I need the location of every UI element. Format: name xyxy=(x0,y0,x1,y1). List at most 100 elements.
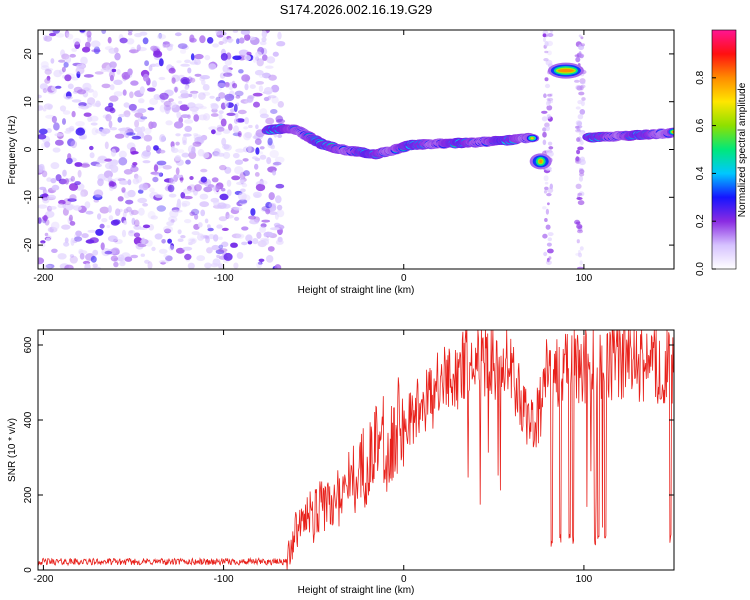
noise-speckle xyxy=(232,30,239,33)
snr-y-label: SNR (10 * v/v) xyxy=(7,418,18,482)
gap-speckle xyxy=(580,100,585,107)
noise-speckle xyxy=(256,58,264,67)
gap-speckle xyxy=(546,193,552,197)
noise-speckle xyxy=(127,30,133,34)
noise-speckle xyxy=(189,34,195,43)
noise-speckle xyxy=(64,130,72,134)
noise-speckle xyxy=(208,126,218,131)
noise-speckle-layer xyxy=(38,30,587,269)
noise-speckle xyxy=(150,171,160,175)
noise-speckle xyxy=(167,184,175,193)
gap-speckle xyxy=(578,34,582,38)
noise-speckle xyxy=(166,221,174,227)
noise-speckle xyxy=(179,104,190,111)
noise-speckle xyxy=(42,88,48,94)
noise-speckle xyxy=(168,98,174,102)
noise-speckle xyxy=(175,247,185,254)
noise-speckle xyxy=(103,170,113,179)
noise-speckle xyxy=(108,120,113,128)
noise-speckle xyxy=(226,189,232,197)
noise-speckle xyxy=(238,192,247,201)
noise-speckle xyxy=(53,122,60,131)
ridge-blob xyxy=(539,159,543,163)
noise-speckle xyxy=(126,38,135,45)
noise-speckle xyxy=(61,66,66,73)
snr-x-tick-label: 0 xyxy=(401,574,407,585)
noise-speckle xyxy=(261,238,270,246)
noise-speckle xyxy=(105,114,112,122)
noise-speckle xyxy=(224,166,232,174)
noise-speckle xyxy=(44,69,52,75)
gap-speckle xyxy=(575,221,581,225)
noise-speckle xyxy=(254,157,261,162)
noise-speckle xyxy=(211,108,218,113)
noise-speckle xyxy=(263,96,270,102)
gap-speckle xyxy=(545,208,550,215)
noise-speckle xyxy=(259,180,268,186)
noise-speckle xyxy=(270,109,278,114)
noise-speckle xyxy=(249,84,256,89)
gap-speckle xyxy=(547,33,554,37)
noise-speckle xyxy=(201,79,206,86)
noise-speckle xyxy=(265,65,274,69)
noise-speckle xyxy=(211,244,220,251)
noise-speckle xyxy=(246,51,252,56)
snr-frame xyxy=(37,329,675,571)
noise-speckle xyxy=(51,184,60,191)
noise-speckle xyxy=(48,206,57,210)
noise-speckle xyxy=(171,77,176,84)
noise-speckle xyxy=(170,177,176,185)
snr-x-tick-label: -200 xyxy=(33,574,53,585)
noise-speckle xyxy=(73,86,83,93)
noise-speckle xyxy=(158,248,168,254)
noise-speckle xyxy=(263,231,274,237)
noise-speckle xyxy=(181,202,188,208)
noise-speckle xyxy=(265,117,275,125)
noise-speckle xyxy=(158,32,163,39)
noise-speckle xyxy=(104,105,115,112)
noise-speckle xyxy=(252,92,263,97)
noise-speckle xyxy=(210,102,218,107)
noise-speckle xyxy=(122,89,127,96)
noise-speckle xyxy=(255,81,264,85)
noise-speckle xyxy=(250,208,256,216)
noise-speckle xyxy=(65,56,72,64)
noise-speckle xyxy=(268,74,277,81)
noise-speckle xyxy=(47,194,57,200)
noise-speckle xyxy=(224,59,233,66)
noise-speckle xyxy=(127,32,133,36)
noise-speckle xyxy=(44,67,54,72)
noise-speckle xyxy=(62,169,67,177)
noise-speckle xyxy=(43,103,53,110)
noise-speckle xyxy=(137,108,147,114)
noise-speckle xyxy=(213,234,219,242)
noise-speckle xyxy=(229,108,236,113)
noise-speckle xyxy=(259,113,269,119)
noise-speckle xyxy=(141,151,151,159)
noise-speckle xyxy=(121,229,127,238)
gap-speckle xyxy=(576,137,581,142)
noise-speckle xyxy=(266,56,276,64)
noise-speckle xyxy=(79,30,86,33)
gap-speckle xyxy=(545,260,552,265)
gap-speckle xyxy=(545,100,551,107)
noise-speckle xyxy=(110,219,120,226)
noise-speckle xyxy=(234,90,244,97)
noise-speckle xyxy=(255,51,262,57)
noise-speckle xyxy=(83,74,94,78)
noise-speckle xyxy=(69,255,78,264)
noise-speckle xyxy=(72,37,82,45)
noise-speckle xyxy=(192,91,198,99)
noise-speckle xyxy=(232,83,238,89)
gap-speckle xyxy=(575,156,580,162)
noise-speckle xyxy=(44,35,53,42)
noise-speckle xyxy=(277,101,284,108)
noise-speckle xyxy=(142,182,149,191)
noise-speckle xyxy=(131,217,136,226)
noise-speckle xyxy=(151,80,157,88)
noise-speckle xyxy=(252,238,259,245)
noise-speckle xyxy=(215,96,221,102)
noise-speckle xyxy=(226,179,232,187)
gap-speckle xyxy=(544,218,548,222)
gap-speckle xyxy=(580,81,586,85)
